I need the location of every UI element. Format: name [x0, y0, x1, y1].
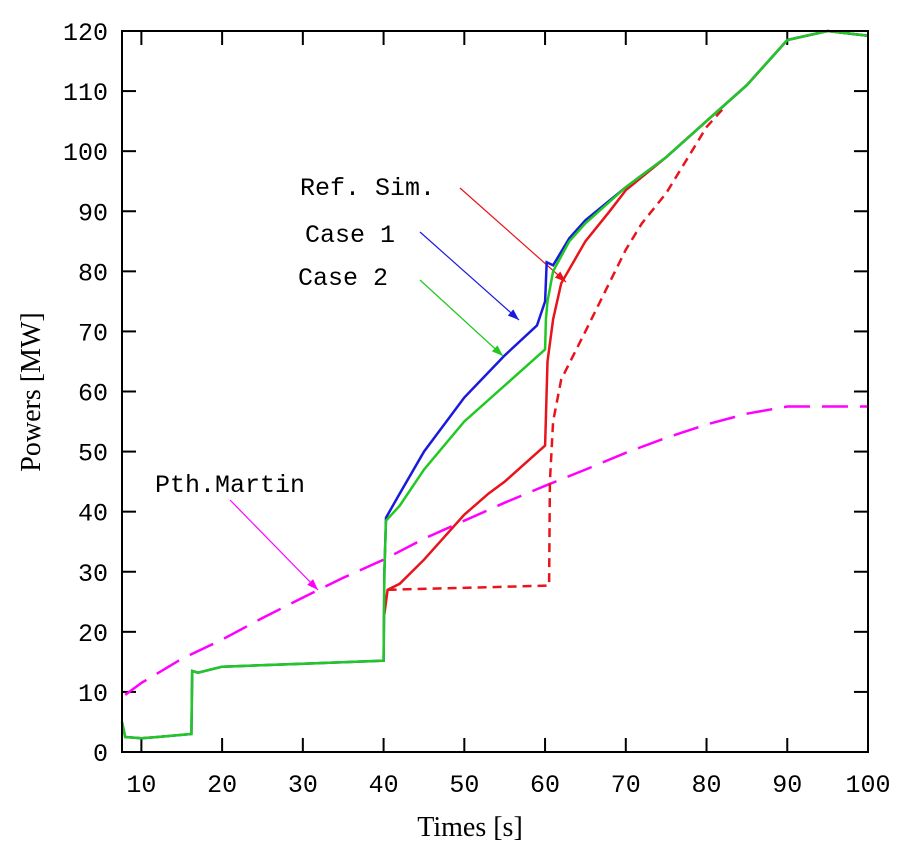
x-tick-label: 10 [126, 771, 156, 800]
y-tick-label: 110 [63, 79, 108, 108]
y-tick-label: 70 [78, 319, 108, 348]
y-tick-label: 100 [63, 139, 108, 168]
legend-arrow [459, 187, 567, 283]
y-tick-label: 30 [78, 560, 108, 589]
series-line [387, 108, 724, 592]
legend-label: Case 2 [298, 264, 388, 293]
x-tick-label: 90 [772, 771, 802, 800]
y-tick-label: 10 [78, 680, 108, 709]
y-tick-label: 0 [93, 740, 108, 769]
x-tick-label: 30 [288, 771, 318, 800]
legend-arrow [419, 279, 504, 357]
y-tick-label: 50 [78, 440, 108, 469]
y-tick-label: 90 [78, 199, 108, 228]
legend-arrowhead [307, 579, 318, 590]
legend-label: Ref. Sim. [300, 174, 435, 203]
x-tick-label: 50 [449, 771, 479, 800]
legend-arrow [419, 231, 520, 321]
y-tick-label: 20 [78, 620, 108, 649]
series-line [120, 29, 869, 740]
y-axis-label: Powers [MW] [16, 312, 47, 471]
x-tick-label: 70 [611, 771, 641, 800]
x-tick-label: 20 [207, 771, 237, 800]
y-tick-label: 40 [78, 500, 108, 529]
plot-frame [121, 30, 869, 753]
y-tick-label: 60 [78, 380, 108, 409]
y-tick-label: 80 [78, 259, 108, 288]
x-tick-label: 100 [845, 771, 890, 800]
legend-arrow [229, 499, 319, 591]
x-axis-label: Times [s] [417, 812, 523, 843]
series-line [383, 29, 869, 614]
legend-arrowhead [507, 309, 519, 320]
legend-label: Pth.Martin [155, 471, 305, 500]
y-tick-label: 120 [63, 19, 108, 48]
series-line [124, 405, 868, 696]
x-tick-label: 80 [692, 771, 722, 800]
legend-label: Case 1 [305, 221, 395, 250]
x-tick-label: 40 [369, 771, 399, 800]
legend-arrowhead [554, 271, 566, 282]
legend-arrowhead [491, 345, 503, 356]
x-tick-label: 60 [530, 771, 560, 800]
